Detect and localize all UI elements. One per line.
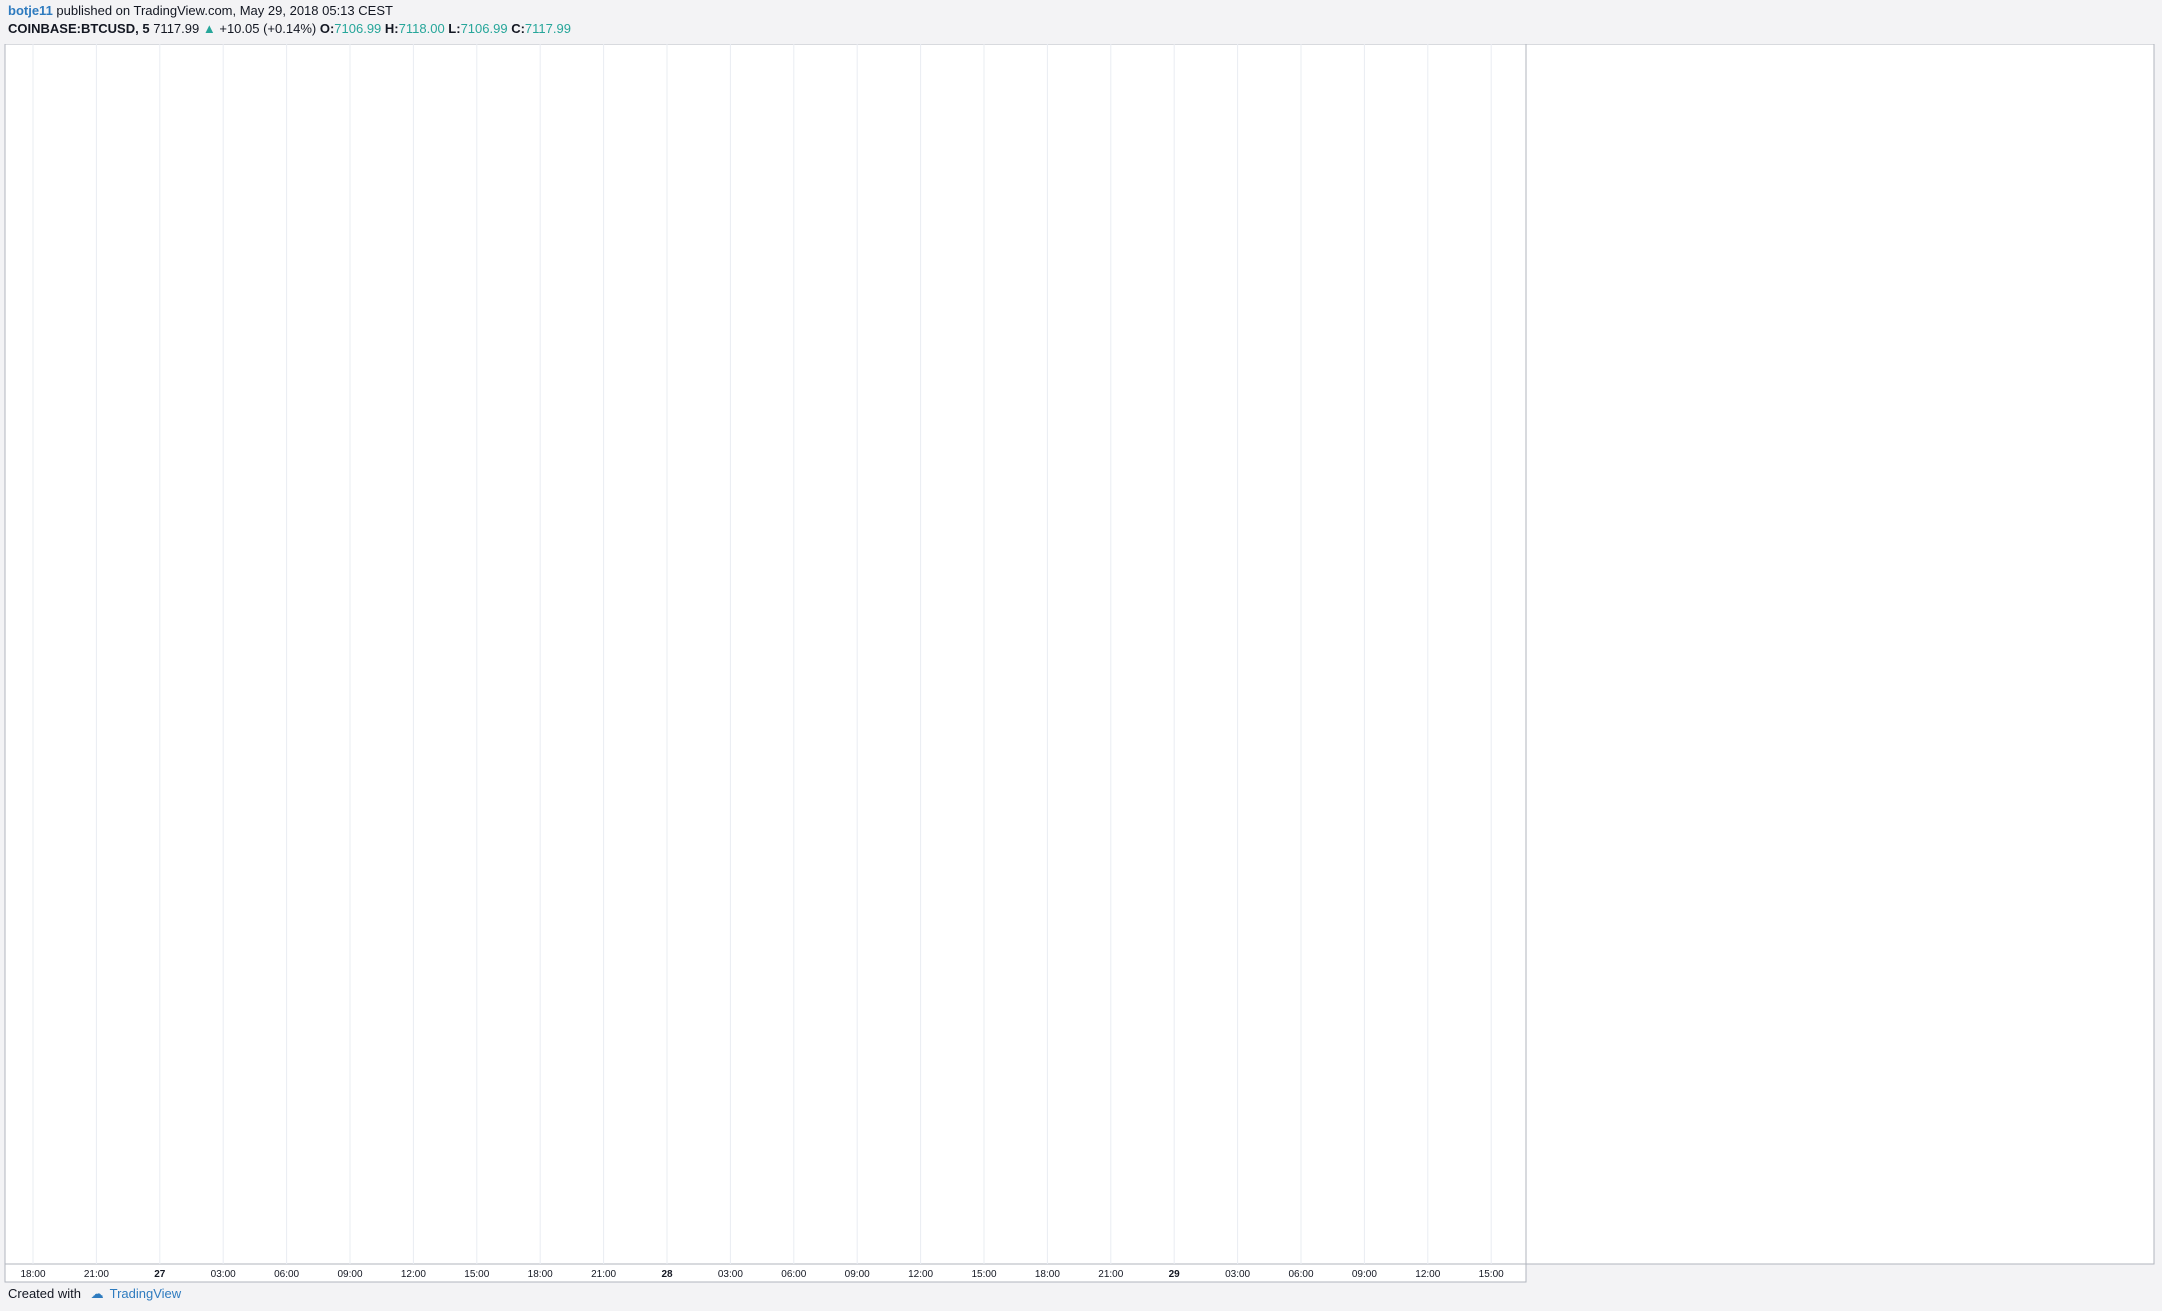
ohlc-legend: COINBASE:BTCUSD, 5 7117.99 ▲ +10.05 (+0.… <box>8 21 571 36</box>
price-chart[interactable]: 6900.006920.006940.006960.006980.007000.… <box>0 43 2162 1284</box>
chart-area[interactable]: 6900.006920.006940.006960.006980.007000.… <box>0 43 2162 1284</box>
tradingview-cloud-icon[interactable]: ☁ <box>90 1286 104 1301</box>
x-tick-label: 21:00 <box>84 1269 109 1280</box>
x-tick-label: 15:00 <box>971 1269 996 1280</box>
x-tick-label: 27 <box>154 1269 166 1280</box>
tradingview-brand-link[interactable]: TradingView <box>109 1286 182 1301</box>
price-axis <box>1525 43 2155 1265</box>
x-tick-label: 15:00 <box>1479 1269 1504 1280</box>
low-label: L: <box>448 21 461 36</box>
x-tick-label: 03:00 <box>1225 1269 1250 1280</box>
x-tick-label: 09:00 <box>337 1269 362 1280</box>
x-tick-label: 06:00 <box>274 1269 299 1280</box>
symbol-label[interactable]: COINBASE:BTCUSD, 5 <box>8 21 150 36</box>
x-tick-label: 18:00 <box>528 1269 553 1280</box>
x-tick-label: 21:00 <box>591 1269 616 1280</box>
close-value: 7117.99 <box>524 21 571 36</box>
close-label: C: <box>511 21 525 36</box>
x-tick-label: 28 <box>661 1269 673 1280</box>
low-value: 7106.99 <box>460 21 508 36</box>
x-tick-label: 12:00 <box>908 1269 933 1280</box>
high-label: H: <box>384 21 399 36</box>
high-value: 7118.00 <box>398 21 445 36</box>
x-tick-label: 06:00 <box>1288 1269 1313 1280</box>
time-axis <box>4 1263 1527 1283</box>
publish-info: botje11 published on TradingView.com, Ma… <box>8 3 393 18</box>
x-tick-label: 06:00 <box>781 1269 806 1280</box>
x-tick-label: 03:00 <box>718 1269 743 1280</box>
created-with-text: Created with <box>8 1286 81 1301</box>
x-tick-label: 09:00 <box>1352 1269 1377 1280</box>
plot-background <box>4 43 1527 1265</box>
x-tick-label: 18:00 <box>1035 1269 1060 1280</box>
author-name[interactable]: botje11 <box>8 3 53 18</box>
x-tick-label: 15:00 <box>464 1269 489 1280</box>
last-price: 7117.99 <box>153 21 200 36</box>
x-tick-label: 18:00 <box>20 1269 45 1280</box>
triangle-up-icon: ▲ <box>202 21 216 36</box>
footer: Created with ☁ TradingView <box>8 1286 181 1302</box>
x-tick-label: 21:00 <box>1098 1269 1123 1280</box>
x-tick-label: 03:00 <box>211 1269 236 1280</box>
x-tick-label: 12:00 <box>401 1269 426 1280</box>
x-tick-label: 09:00 <box>845 1269 870 1280</box>
publish-text: published on TradingView.com, May 29, 20… <box>52 3 393 18</box>
x-tick-label: 12:00 <box>1415 1269 1440 1280</box>
open-value: 7106.99 <box>334 21 382 36</box>
open-label: O: <box>319 21 335 36</box>
chart-header: botje11 published on TradingView.com, Ma… <box>0 0 2162 44</box>
x-tick-label: 29 <box>1169 1269 1181 1280</box>
price-change: +10.05 (+0.14%) <box>219 21 317 36</box>
